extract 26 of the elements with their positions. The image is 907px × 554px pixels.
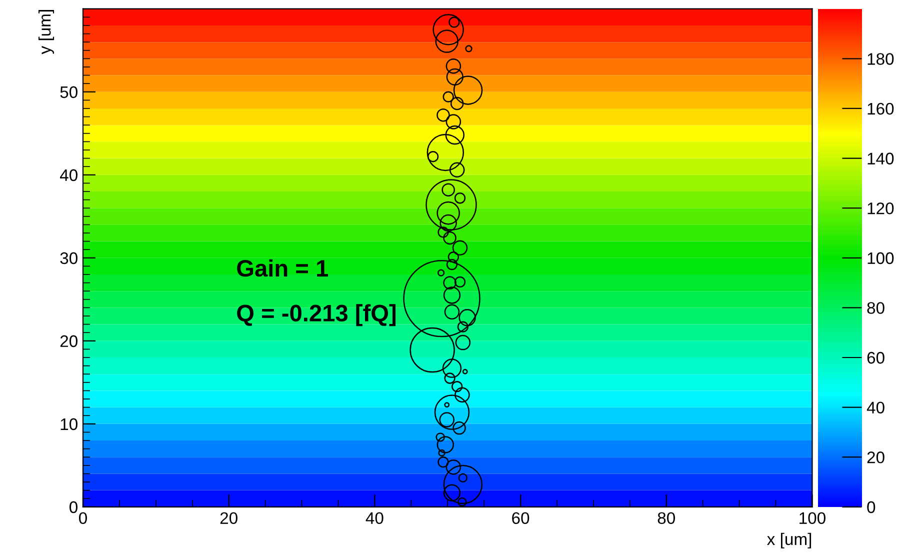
color-bar-label: 120 — [868, 202, 894, 214]
x-tick-label: 100 — [800, 512, 826, 524]
y-axis-title: y [um] — [38, 10, 54, 54]
x-tick-label: 20 — [220, 512, 238, 524]
color-bar-label: 160 — [868, 102, 894, 115]
color-bar-label: 0 — [867, 501, 876, 514]
color-bar-label: 60 — [867, 352, 884, 364]
color-bar-label: 40 — [866, 402, 884, 414]
x-tick-label: 0 — [79, 512, 87, 524]
y-tick-label: 30 — [60, 252, 78, 264]
annotation: Gain = 1 — [237, 259, 328, 277]
color-bar-label: 180 — [868, 53, 894, 65]
color-bar-label: 80 — [867, 302, 884, 314]
x-axis-title: x [um] — [767, 532, 812, 548]
y-tick-label: 50 — [60, 86, 78, 98]
x-tick-label: 80 — [658, 512, 675, 524]
annotation: Q = -0.213 [fQ] — [237, 304, 396, 326]
y-tick-label: 10 — [60, 418, 78, 430]
x-tick-label: 60 — [512, 512, 530, 524]
color-bar-label: 140 — [868, 152, 894, 164]
x-tick-label: 40 — [366, 512, 384, 524]
color-bar-label: 20 — [867, 452, 884, 464]
color-bar-label: 100 — [868, 252, 894, 264]
y-tick-label: 40 — [60, 169, 78, 182]
y-tick-label: 20 — [60, 335, 78, 348]
y-tick-label: 0 — [70, 501, 78, 514]
